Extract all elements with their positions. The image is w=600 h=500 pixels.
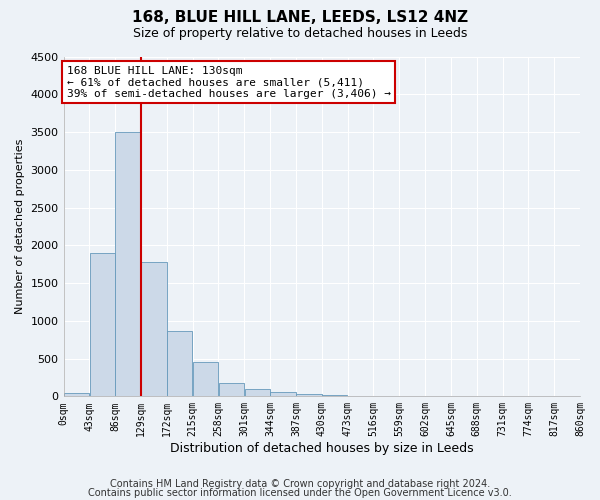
Text: Size of property relative to detached houses in Leeds: Size of property relative to detached ho…: [133, 28, 467, 40]
Bar: [322, 395, 347, 396]
Bar: [245, 389, 270, 396]
Bar: [219, 383, 244, 396]
Bar: [167, 332, 193, 396]
Bar: [296, 394, 322, 396]
Text: 168 BLUE HILL LANE: 130sqm
← 61% of detached houses are smaller (5,411)
39% of s: 168 BLUE HILL LANE: 130sqm ← 61% of deta…: [67, 66, 391, 99]
X-axis label: Distribution of detached houses by size in Leeds: Distribution of detached houses by size …: [170, 442, 473, 455]
Y-axis label: Number of detached properties: Number of detached properties: [15, 138, 25, 314]
Text: 168, BLUE HILL LANE, LEEDS, LS12 4NZ: 168, BLUE HILL LANE, LEEDS, LS12 4NZ: [132, 10, 468, 25]
Bar: [193, 362, 218, 396]
Text: Contains public sector information licensed under the Open Government Licence v3: Contains public sector information licen…: [88, 488, 512, 498]
Bar: [271, 392, 296, 396]
Bar: [115, 132, 141, 396]
Bar: [141, 262, 167, 396]
Text: Contains HM Land Registry data © Crown copyright and database right 2024.: Contains HM Land Registry data © Crown c…: [110, 479, 490, 489]
Bar: [64, 392, 89, 396]
Bar: [89, 253, 115, 396]
